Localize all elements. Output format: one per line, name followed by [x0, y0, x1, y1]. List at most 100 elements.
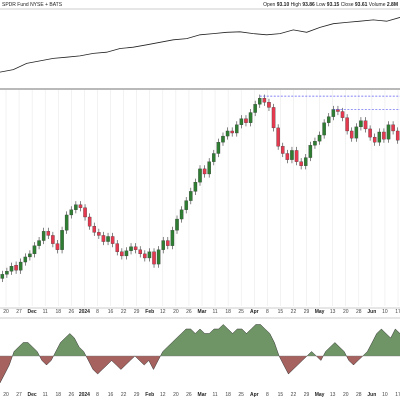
candle-body-down [391, 124, 395, 132]
candle-body-up [317, 134, 322, 142]
candle [106, 232, 110, 246]
x-tick-label: 29 [304, 309, 310, 315]
candle-body-down [55, 243, 60, 250]
candle-body-up [326, 116, 331, 123]
candle-body-down [299, 161, 303, 166]
x-tick-label: 13 [330, 309, 336, 315]
candle-body-down [101, 235, 106, 242]
candle [225, 127, 230, 140]
candle-body-down [262, 98, 267, 103]
open-label: Open [263, 2, 276, 8]
candle-body-up [0, 274, 5, 279]
x-tick-label-bottom: 8 [96, 392, 99, 398]
candle [175, 215, 179, 234]
x-tick-label-bottom: 17 [395, 392, 400, 398]
x-tick-label: 20 [343, 309, 349, 315]
x-tick-label: 22 [121, 309, 127, 315]
relative-strength-line [0, 17, 400, 73]
candle-body-down [51, 235, 55, 244]
x-tick-label: 28 [356, 309, 362, 315]
candle [322, 119, 326, 139]
candle-body-down [87, 216, 92, 227]
oscillator-positive-area [0, 324, 400, 356]
candle [345, 114, 349, 135]
candle [303, 154, 308, 170]
x-tick-label: 15 [278, 309, 284, 315]
low-label: Low [316, 2, 326, 8]
x-tick-label: 20 [173, 309, 179, 315]
x-tick-label-bottom: 12 [160, 392, 166, 398]
candle-body-down [285, 153, 290, 160]
candle [235, 121, 239, 137]
candle [92, 222, 97, 236]
candle-body-down [349, 130, 354, 139]
candle-body-up [5, 271, 9, 275]
candle [133, 243, 138, 254]
candle-body-down [280, 146, 285, 154]
candle-body-up [248, 112, 253, 123]
candle [386, 121, 391, 143]
candle-body-up [18, 261, 23, 271]
candle [5, 267, 9, 278]
candle [239, 115, 244, 129]
candle [193, 178, 198, 195]
candle-body-down [372, 136, 377, 143]
candle-body-down [395, 130, 400, 141]
candle-body-up [308, 145, 313, 158]
x-tick-label-bottom: 22 [291, 392, 297, 398]
candle [64, 211, 69, 234]
candle [101, 231, 106, 246]
candle [189, 187, 193, 205]
x-tick-label: 16 [108, 309, 114, 315]
candle-body-up [258, 98, 262, 105]
candle-body-up [313, 141, 317, 146]
candle [354, 123, 359, 142]
candle [382, 128, 386, 143]
candle [14, 261, 18, 274]
candle-body-down [78, 204, 83, 208]
candle-body-up [221, 135, 225, 143]
candle [336, 105, 340, 116]
candle-body-up [64, 214, 69, 231]
candle-body-up [69, 209, 74, 216]
volume-value: 2.8M [386, 2, 398, 8]
candle-body-up [198, 168, 202, 183]
candle [395, 127, 400, 144]
x-tick-label-bottom: 2024 [79, 392, 90, 398]
candle-body-up [212, 153, 216, 162]
candle-body-up [303, 157, 308, 166]
candle [110, 232, 115, 248]
candle-body-down [267, 102, 271, 108]
x-tick-label: 11 [43, 309, 48, 315]
candle-body-down [166, 240, 170, 246]
candle-body-down [138, 249, 142, 255]
candle-body-down [92, 226, 97, 233]
candle [230, 127, 234, 137]
candle-body-up [184, 200, 188, 210]
candle [340, 107, 345, 122]
close-value: 93.61 [354, 2, 368, 8]
candle [55, 240, 60, 254]
x-tick-label-bottom: 26 [69, 392, 75, 398]
candle [120, 248, 124, 260]
x-tick-label-bottom: Mar [198, 392, 207, 398]
candle [276, 124, 280, 150]
x-tick-label: 20 [3, 309, 9, 315]
candle [359, 117, 363, 131]
candle-body-down [244, 118, 248, 123]
candle [179, 206, 184, 223]
candle [69, 206, 74, 219]
candle-body-up [193, 182, 198, 192]
candle-body-down [97, 232, 101, 236]
oscillator-panel [0, 324, 400, 384]
ohlc-readout: Open 93.10 High 93.86 Low 93.15 Close 93… [263, 2, 398, 8]
candle [97, 228, 101, 240]
high-value: 93.86 [302, 2, 315, 8]
x-tick-label: 12 [160, 309, 166, 315]
x-tick-label: 8 [266, 309, 269, 315]
candle [156, 246, 161, 268]
x-tick-label: 2024 [79, 309, 90, 315]
candle-body-down [83, 207, 87, 218]
x-tick-label: Dec [28, 309, 37, 315]
